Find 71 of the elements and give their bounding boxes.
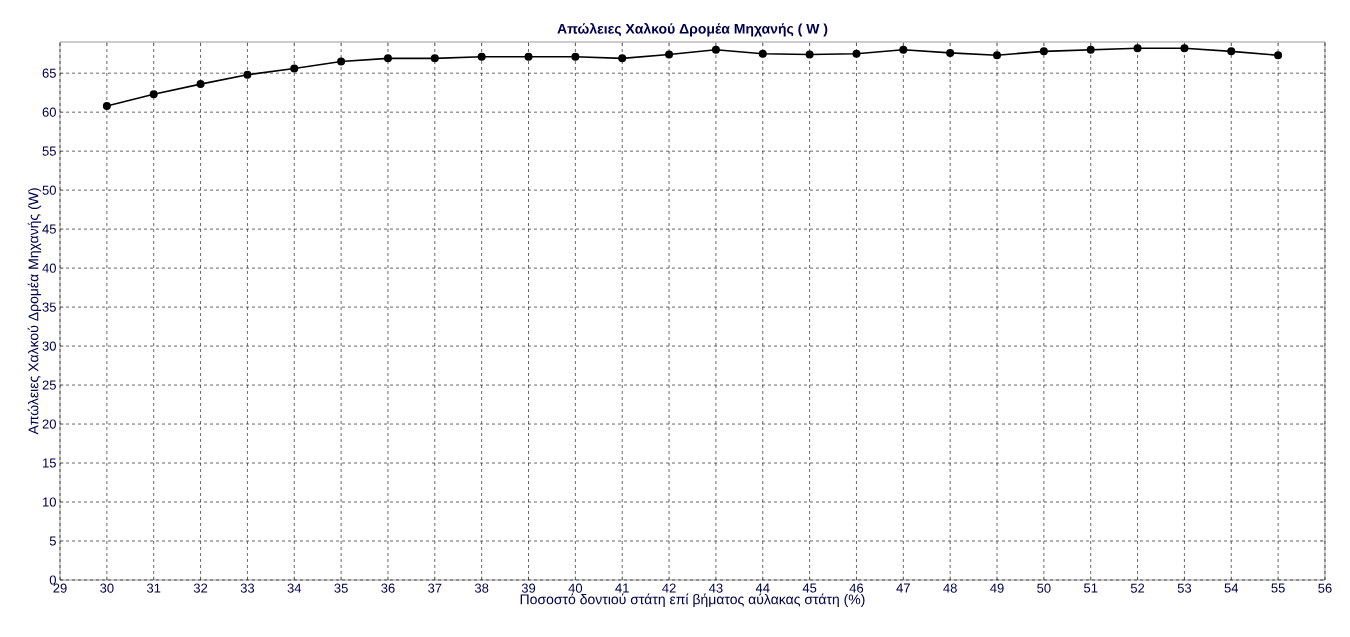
x-tick-label: 32 [193,583,208,593]
x-tick-label: 46 [849,583,864,593]
x-tick-label: 39 [521,583,536,593]
point [1274,51,1283,60]
y-tick-label: 35 [42,302,56,312]
point [618,54,627,63]
x-tick-label: 37 [428,583,442,593]
point [524,52,533,61]
point [196,80,205,89]
y-tick-label: 30 [42,341,56,351]
point [337,57,346,66]
y-tick-label: 60 [42,107,56,117]
x-tick-label: 35 [334,583,348,593]
point [993,51,1002,60]
point [805,50,814,59]
point [1133,44,1142,53]
chart-title: Απώλειες Χαλκού Δρομέα Μηχανής ( W ) [557,23,828,37]
x-tick-label: 41 [615,583,629,593]
x-tick-label: 29 [53,583,67,593]
y-tick-label: 20 [42,419,56,429]
point [852,49,861,58]
x-tick-label: 42 [662,583,676,593]
x-tick-label: 40 [568,583,583,593]
y-tick-label: 15 [43,458,56,468]
x-tick-label: 44 [755,583,770,593]
y-tick-label: 0 [49,575,56,585]
x-tick-label: 56 [1318,583,1332,593]
y-axis-title: Απώλειες Χαλκού Δρομέα Μηχανής (W) [27,188,42,435]
x-tick-label: 50 [1037,583,1051,593]
x-tick-label: 31 [146,583,161,593]
y-tick-label: 55 [42,146,56,156]
point [1086,45,1095,54]
point [665,50,674,59]
point [243,70,252,79]
point [946,48,955,57]
x-tick-label: 54 [1224,583,1239,593]
x-tick-label: 47 [896,583,910,593]
x-tick-label: 30 [100,583,114,593]
x-tick-label: 33 [240,583,255,593]
point [290,64,299,73]
point [1039,47,1048,56]
y-tick-label: 40 [42,263,56,273]
point [102,101,111,110]
x-axis-title: Ποσοστό δοντιού στάτη επί βήματος αύλακας στάτη (%) [520,593,865,608]
x-tick-label: 48 [943,583,957,593]
point [899,45,908,54]
x-tick-label: 53 [1177,583,1192,593]
x-tick-label: 49 [990,583,1004,593]
y-tick-label: 50 [42,185,56,195]
y-tick-label: 10 [43,497,56,507]
point [1227,47,1236,56]
x-tick-label: 36 [381,583,395,593]
x-tick-label: 34 [287,583,302,593]
y-tick-label: 5 [49,536,56,546]
y-tick-label: 25 [42,380,56,390]
point [149,90,158,99]
x-tick-label: 38 [474,583,489,593]
point [571,52,580,61]
x-tick-label: 51 [1084,583,1098,593]
point [1180,44,1189,53]
point [711,45,720,54]
x-tick-label: 55 [1271,583,1285,593]
y-tick-label: 45 [42,224,56,234]
x-tick-label: 52 [1130,583,1145,593]
point [477,52,486,61]
y-tick-label: 65 [42,68,56,78]
point [430,54,439,63]
x-tick-label: 45 [802,583,817,593]
x-tick-label: 43 [708,583,723,593]
point [383,54,392,63]
point [758,49,767,58]
